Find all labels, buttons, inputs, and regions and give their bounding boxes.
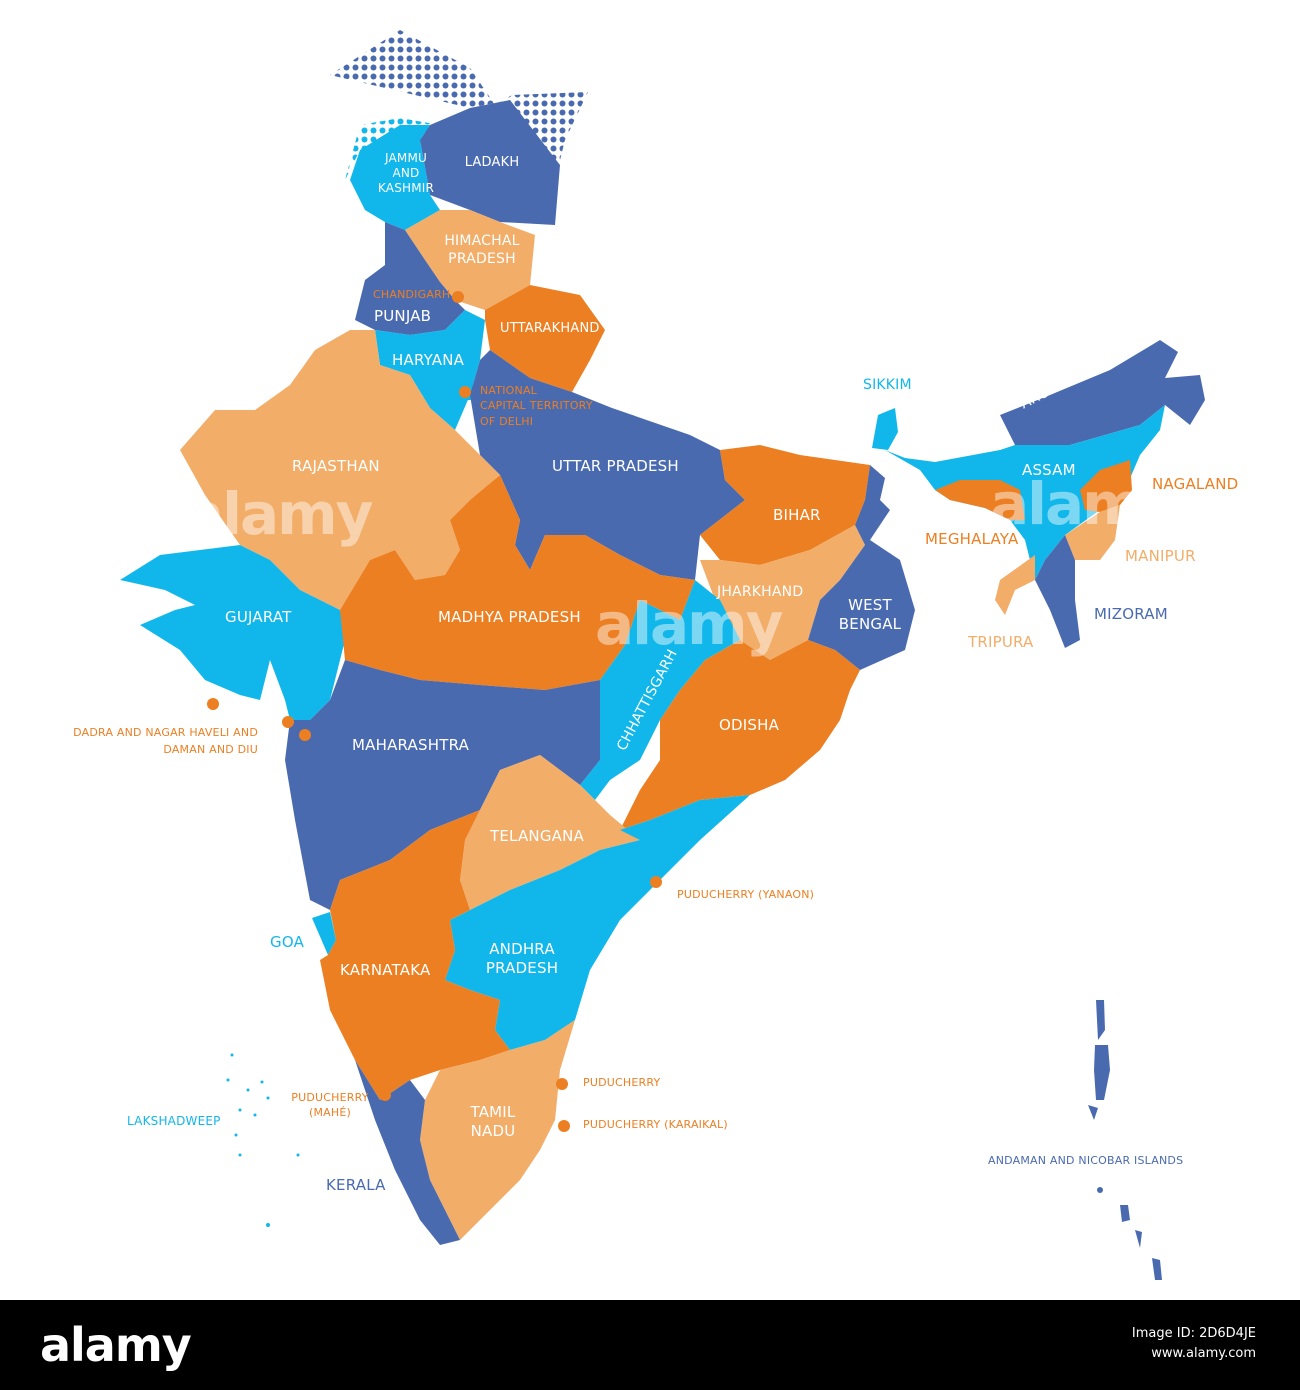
label-telangana: TELANGANA bbox=[490, 827, 584, 845]
region-tamil-nadu bbox=[420, 1020, 575, 1240]
image-id-block: Image ID: 2D6D4JE www.alamy.com bbox=[1132, 1324, 1256, 1363]
label-andaman-nicobar: ANDAMAN AND NICOBAR ISLANDS bbox=[988, 1154, 1184, 1167]
region-kerala bbox=[355, 1060, 460, 1245]
label-madhya-pradesh: MADHYA PRADESH bbox=[438, 608, 581, 626]
label-puducherry-karaikal: PUDUCHERRY (KARAIKAL) bbox=[583, 1118, 728, 1131]
region-chhattisgarh bbox=[580, 580, 740, 800]
label-puducherry-yanaon: PUDUCHERRY (YANAON) bbox=[677, 888, 815, 901]
marker-diu bbox=[299, 729, 311, 741]
label-jammu-kashmir: JAMMU AND KASHMIR bbox=[377, 151, 435, 195]
marker-karaikal bbox=[558, 1120, 570, 1132]
image-id-text: Image ID: 2D6D4JE bbox=[1131, 1326, 1256, 1341]
region-jammu-kashmir bbox=[350, 125, 440, 230]
region-nagaland bbox=[1080, 460, 1132, 512]
marker-chandigarh bbox=[452, 291, 464, 303]
watermark-text: alamy bbox=[595, 590, 783, 658]
region-assam bbox=[885, 405, 1165, 580]
label-kerala: KERALA bbox=[326, 1176, 386, 1194]
marker-dadra bbox=[207, 698, 219, 710]
label-goa: GOA bbox=[270, 933, 305, 951]
label-dadra-daman-diu: DADRA AND NAGAR HAVELI AND DAMAN AND DIU bbox=[73, 726, 258, 756]
region-rajasthan bbox=[180, 330, 500, 610]
marker-mahe bbox=[379, 1089, 391, 1101]
label-sikkim: SIKKIM bbox=[863, 377, 912, 393]
label-lakshadweep: LAKSHADWEEP bbox=[127, 1114, 221, 1128]
label-manipur: MANIPUR bbox=[1125, 547, 1196, 565]
region-madhya-pradesh bbox=[340, 475, 695, 690]
label-meghalaya: MEGHALAYA bbox=[925, 530, 1019, 548]
region-gujarat bbox=[120, 545, 345, 720]
disputed-area-north bbox=[330, 30, 588, 180]
label-ladakh: LADAKH bbox=[464, 155, 520, 170]
marker-yanaon bbox=[650, 876, 662, 888]
region-punjab bbox=[355, 222, 465, 335]
stock-url[interactable]: www.alamy.com bbox=[1151, 1345, 1256, 1361]
label-mizoram: MIZORAM bbox=[1094, 605, 1168, 623]
label-uttar-pradesh: UTTAR PRADESH bbox=[552, 457, 679, 475]
marker-delhi bbox=[459, 386, 471, 398]
region-karnataka bbox=[320, 810, 510, 1100]
label-uttarakhand: UTTARAKHAND bbox=[500, 321, 600, 336]
label-chandigarh: CHANDIGARH bbox=[373, 288, 451, 301]
label-puducherry: PUDUCHERRY bbox=[583, 1076, 661, 1089]
lakshadweep-islands bbox=[226, 1053, 300, 1227]
label-puducherry-mahe: PUDUCHERRY (MAHÉ) bbox=[291, 1091, 369, 1120]
region-bihar bbox=[700, 445, 870, 565]
label-karnataka: KARNATAKA bbox=[340, 961, 431, 979]
region-west-bengal bbox=[808, 465, 915, 670]
region-ladakh bbox=[420, 100, 560, 225]
label-odisha: ODISHA bbox=[719, 716, 780, 734]
label-gujarat: GUJARAT bbox=[225, 608, 292, 626]
label-west-bengal: WEST BENGAL bbox=[838, 596, 902, 633]
label-assam: ASSAM bbox=[1022, 461, 1076, 479]
label-himachal-pradesh: HIMACHAL PRADESH bbox=[444, 233, 520, 267]
label-delhi: NATIONAL CAPITAL TERRITORY OF DELHI bbox=[480, 384, 593, 428]
region-meghalaya bbox=[935, 480, 1025, 520]
region-uttar-pradesh bbox=[470, 350, 745, 580]
india-political-map bbox=[120, 30, 1205, 1280]
region-tripura bbox=[995, 555, 1035, 615]
label-maharashtra: MAHARASHTRA bbox=[352, 736, 470, 754]
ut-markers bbox=[207, 291, 662, 1132]
stock-footer-bar: alamy Image ID: 2D6D4JE www.alamy.com bbox=[0, 1300, 1300, 1390]
label-punjab: PUNJAB bbox=[374, 307, 432, 325]
region-haryana bbox=[375, 310, 485, 430]
label-jharkhand: JHARKHAND bbox=[717, 584, 804, 600]
region-sikkim bbox=[872, 408, 898, 450]
region-himachal bbox=[405, 210, 535, 310]
region-odisha bbox=[620, 640, 860, 830]
region-jharkhand bbox=[700, 525, 865, 660]
region-manipur bbox=[1065, 505, 1120, 560]
label-haryana: HARYANA bbox=[392, 351, 465, 369]
region-uttarakhand bbox=[485, 285, 605, 392]
alamy-logo[interactable]: alamy bbox=[40, 1318, 192, 1372]
andaman-islands bbox=[1088, 1000, 1162, 1280]
region-maharashtra bbox=[285, 660, 600, 910]
marker-daman bbox=[282, 716, 294, 728]
marker-puducherry bbox=[556, 1078, 568, 1090]
region-arunachal bbox=[1000, 340, 1205, 445]
label-andhra-pradesh: ANDHRA PRADESH bbox=[485, 940, 559, 977]
region-mizoram bbox=[1035, 535, 1080, 648]
watermark-text: alamy bbox=[185, 480, 373, 548]
watermark-text: alamy bbox=[990, 470, 1178, 538]
region-goa bbox=[312, 912, 336, 955]
label-tamil-nadu: TAMIL NADU bbox=[470, 1103, 516, 1140]
region-telangana bbox=[460, 755, 640, 910]
label-tripura: TRIPURA bbox=[968, 633, 1034, 651]
label-bihar: BIHAR bbox=[773, 506, 821, 524]
label-nagaland: NAGALAND bbox=[1152, 475, 1239, 493]
region-andhra-pradesh bbox=[445, 795, 750, 1050]
label-rajasthan: RAJASTHAN bbox=[292, 457, 380, 475]
